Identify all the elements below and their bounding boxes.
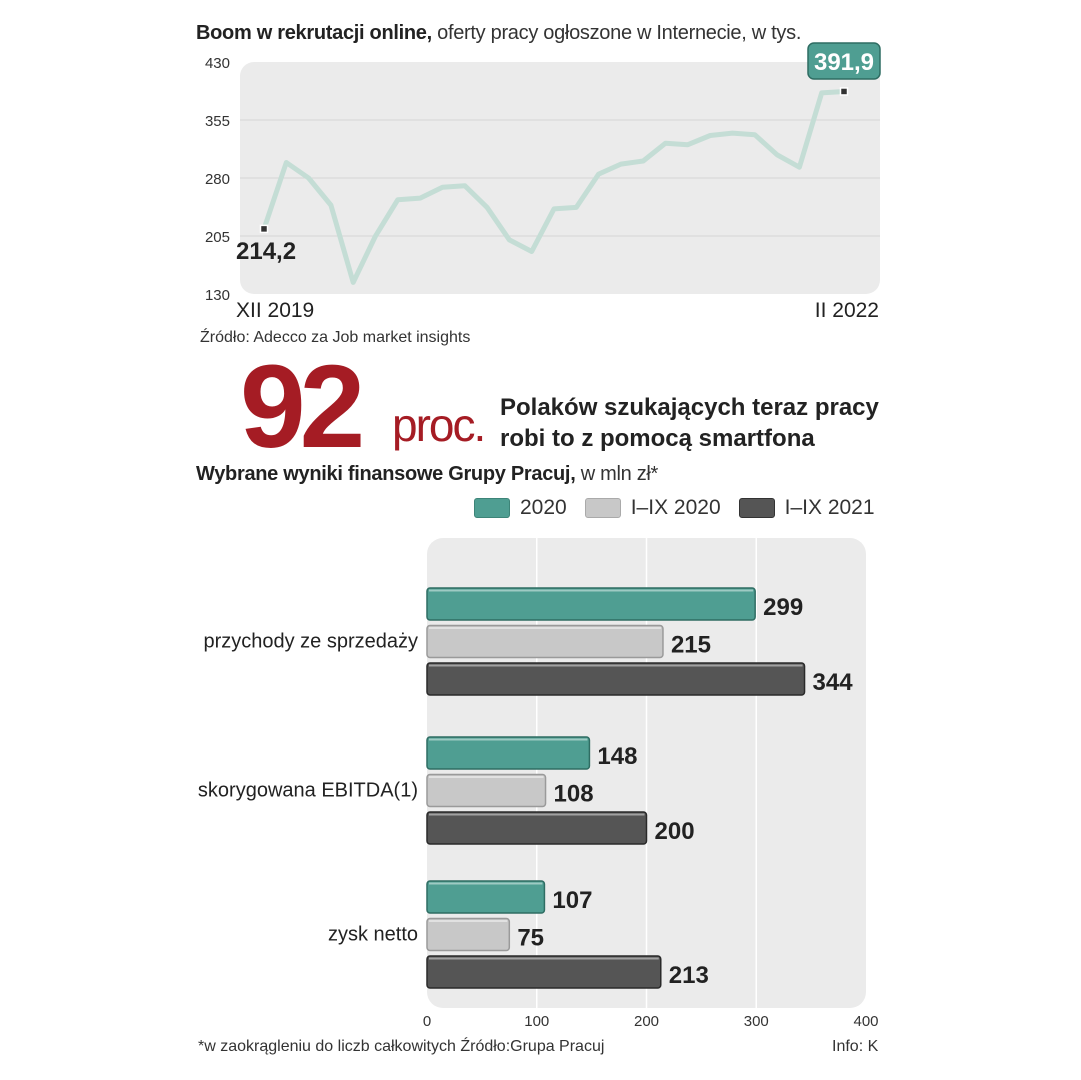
info-credit: Info: K [832,1038,879,1055]
bar-highlight [429,957,659,960]
legend-swatch-2020 [474,498,510,518]
bar [426,736,591,770]
bar-chart: 0 100 200 300 400 przychody ze sprzedaży 299 21… [198,538,879,1030]
bar [426,773,547,808]
legend-label-2020: 2020 [520,496,567,519]
bar-x-tick-label: 300 [744,1013,769,1030]
bar-value-label: 344 [813,669,854,696]
bar-highlight [429,589,754,592]
highlight-number: 92 [240,341,365,473]
legend-swatch-i-ix-2020 [584,498,621,518]
bar-value-label: 107 [552,887,592,914]
highlight-description-line2: robi to z pomocą smartfona [500,425,815,452]
highlight-description: Polaków szukających teraz pracy robi to … [500,392,879,454]
bar-value-label: 148 [597,743,637,770]
bar-chart-title: Wybrane wyniki finansowe Grupy Pracuj, w… [196,463,659,485]
legend-item-i-ix-2020: I–IX 2020 [584,496,721,520]
bar-highlight [429,738,588,741]
bar [426,662,806,696]
bar-chart-legend: 2020 I–IX 2020 I–IX 2021 [474,496,893,520]
bar-x-tick-label: 0 [423,1013,431,1030]
line-chart-source: Źródło: Adecco za Job market insights [200,329,471,346]
bar [426,624,664,659]
bar-highlight [429,920,508,922]
highlight-description-line1: Polaków szukających teraz pracy [500,394,879,421]
bar-x-tick-label: 200 [634,1013,659,1030]
legend-item-i-ix-2021: I–IX 2021 [738,496,875,520]
bar-highlight [429,664,803,667]
line-y-tick-label: 355 [205,113,230,130]
line-chart: 430 355 280 205 130 214,2 391,9 XII 2019 II 2022 [205,42,881,322]
bar [426,880,546,914]
bar-value-label: 215 [671,632,711,659]
line-y-tick-label: 130 [205,287,230,304]
line-end-marker [839,87,849,96]
line-series [261,89,847,285]
bar-value-label: 213 [669,962,709,989]
bar-highlight [429,627,661,629]
line-chart-title: Boom w rekrutacji online, oferty pracy o… [196,22,802,44]
bar-highlight [429,882,543,885]
line-x-end-label: II 2022 [815,299,879,322]
bar [426,955,662,989]
bar-value-label: 75 [517,925,544,952]
legend-label-i-ix-2020: I–IX 2020 [630,496,721,519]
bar-value-label: 108 [554,781,594,808]
bar-category-label: skorygowana EBITDA(1) [198,780,418,802]
bar-highlight [429,776,544,778]
bar-category-label: zysk netto [328,924,418,946]
legend-label-i-ix-2021: I–IX 2021 [784,496,875,519]
legend-item-2020: 2020 [474,496,567,520]
line-start-value-label: 214,2 [236,238,296,265]
bar-value-label: 299 [763,594,803,621]
bar [426,917,511,952]
line-end-value-label: 391,9 [814,49,874,76]
bar-category-label: przychody ze sprzedaży [203,631,418,653]
bar-x-tick-label: 100 [524,1013,549,1030]
bar [426,587,756,621]
footnote: *w zaokrągleniu do liczb całkowitych Źró… [198,1038,605,1055]
line-y-tick-label: 280 [205,171,230,188]
highlight-unit: proc. [392,399,486,451]
line-end-value-badge [807,42,881,80]
line-y-tick-label: 205 [205,229,230,246]
bar-value-label: 200 [655,818,695,845]
bar [426,811,648,845]
line-y-tick-label: 430 [205,55,230,72]
line-start-marker [259,224,269,234]
bar-x-tick-label: 400 [853,1013,878,1030]
line-x-start-label: XII 2019 [236,299,314,322]
bar-highlight [429,813,645,816]
legend-swatch-i-ix-2021 [738,498,775,518]
